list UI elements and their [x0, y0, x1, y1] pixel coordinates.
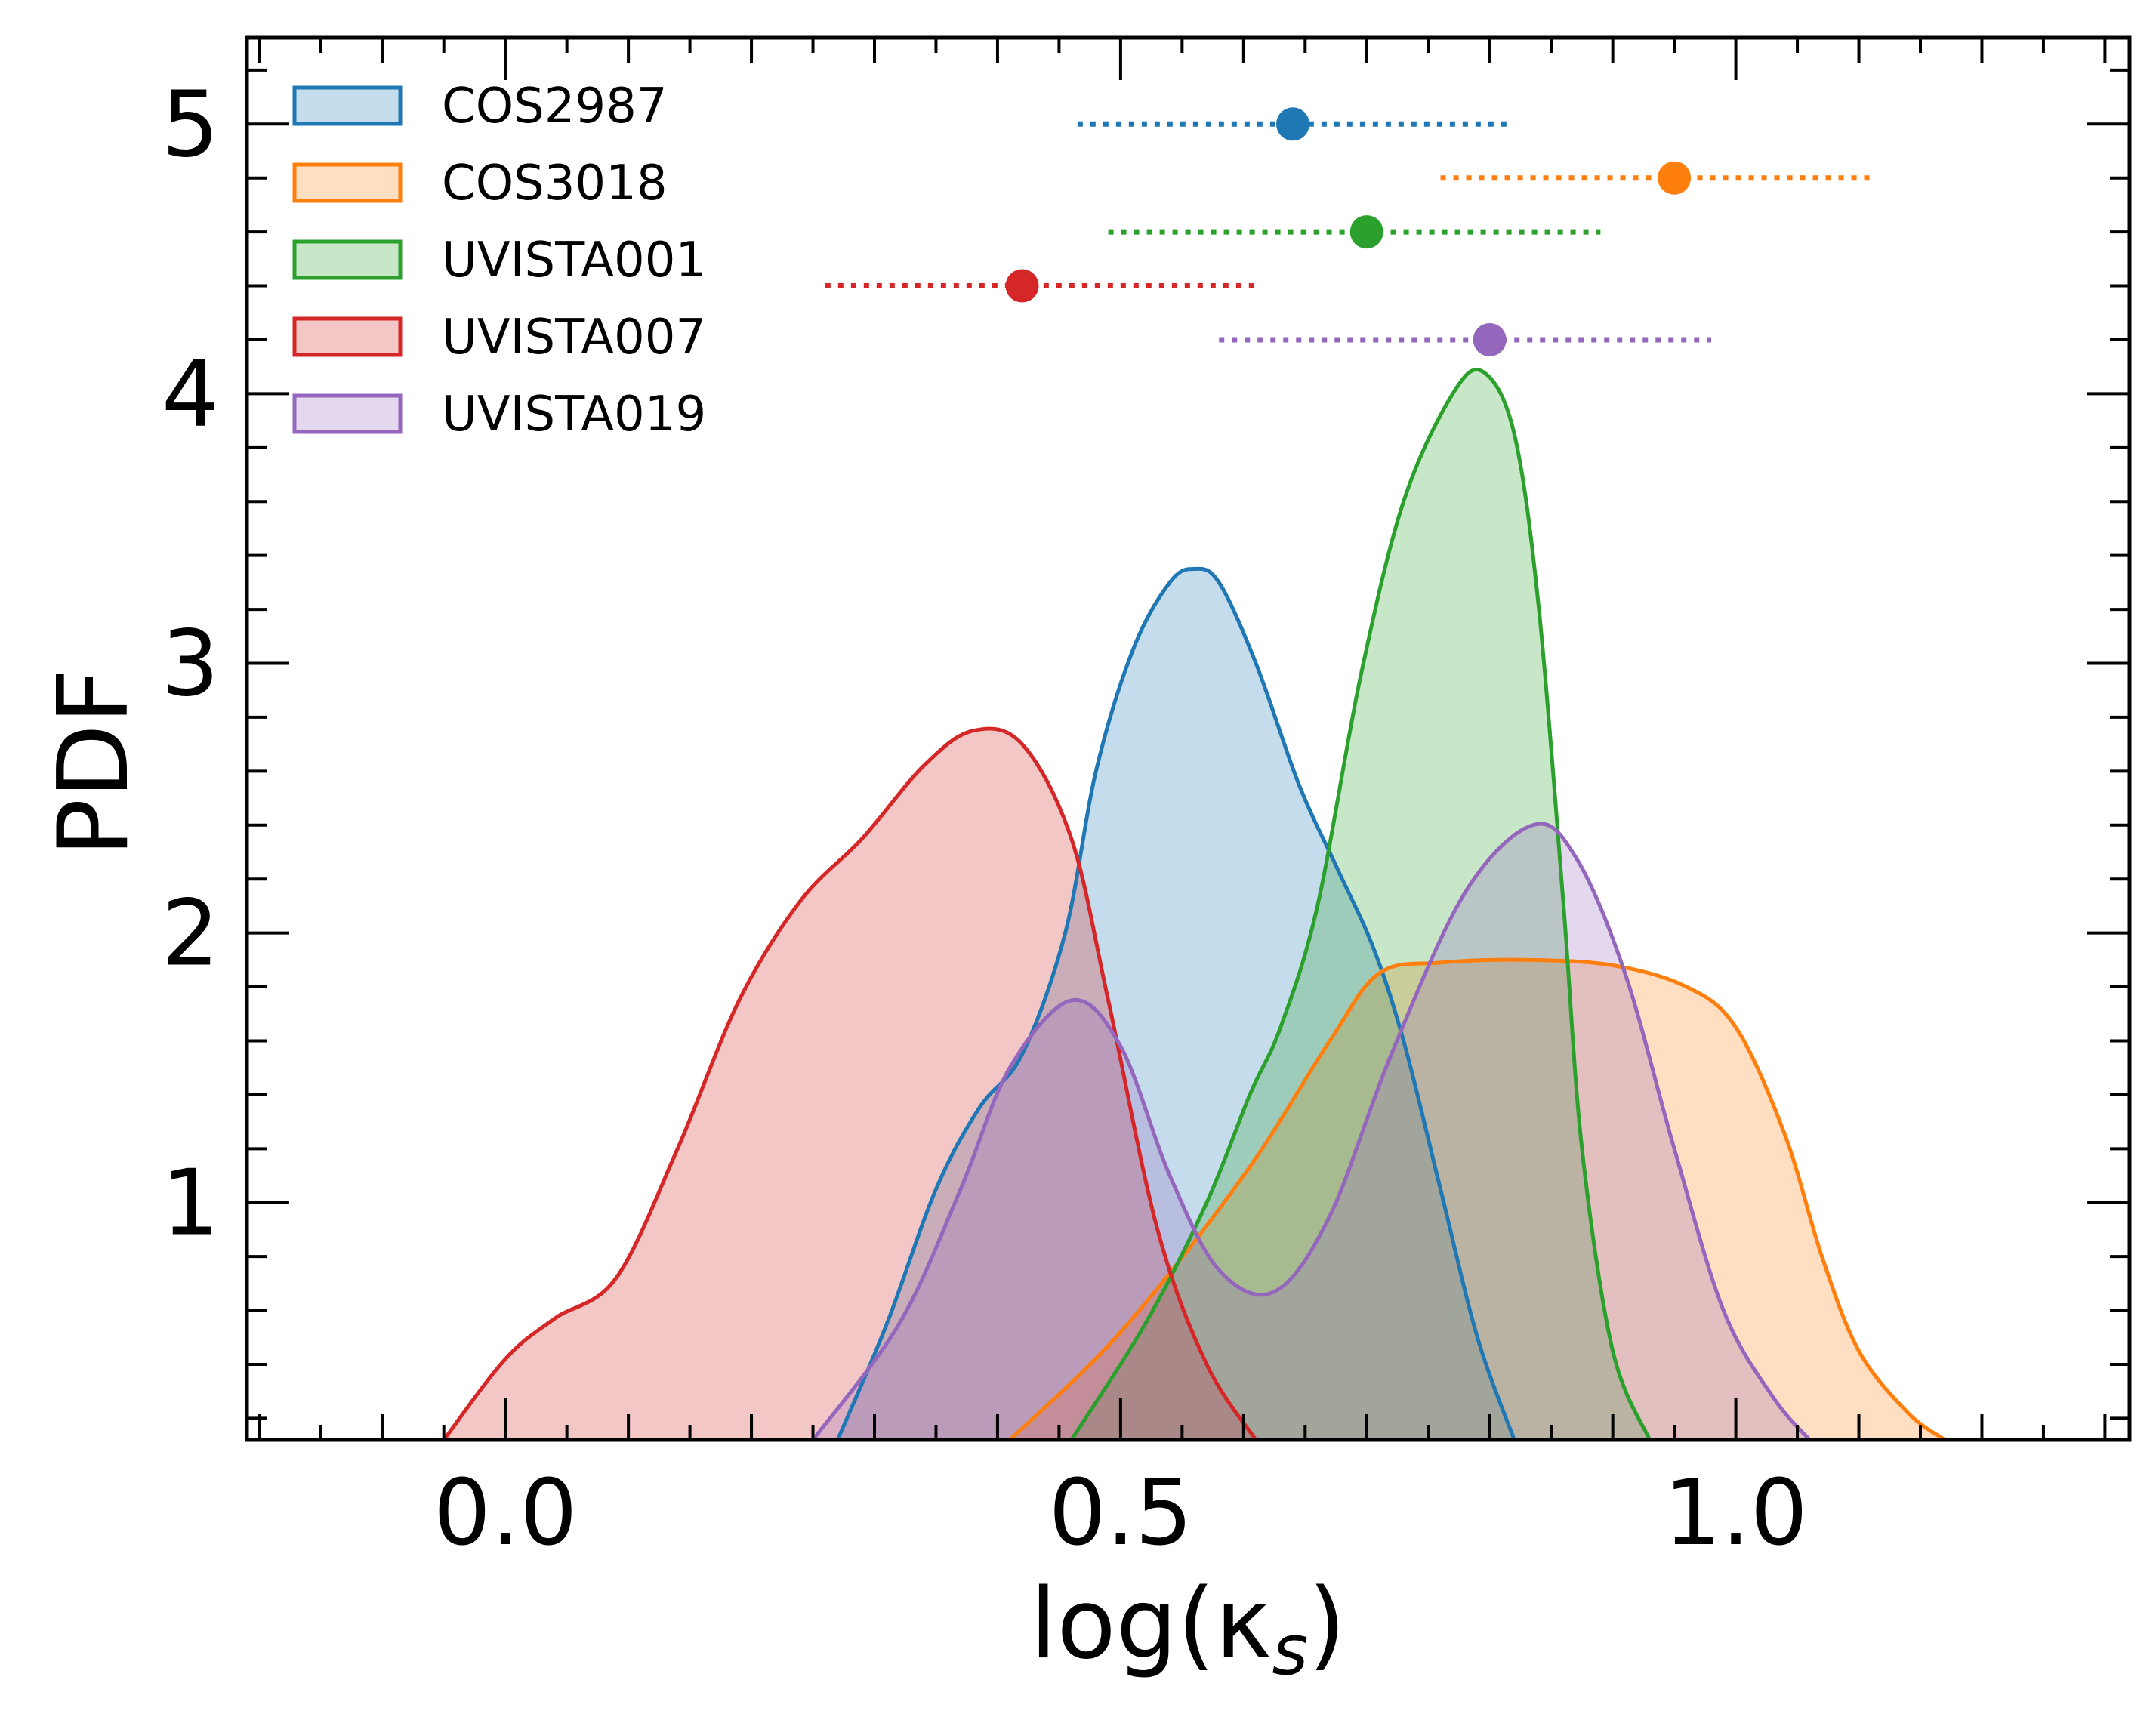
median-point-cos3018	[1658, 161, 1692, 195]
density-line-cos2987	[835, 566, 1516, 1440]
density-area-cos3018	[1010, 960, 1945, 1440]
median-point-uvista019	[1473, 322, 1507, 356]
legend-swatch-cos2987	[292, 85, 403, 126]
median-point-uvista001	[1349, 215, 1383, 249]
y-tick-label: 5	[162, 72, 219, 177]
median-point-cos2987	[1276, 107, 1309, 141]
density-line-uvista001	[1069, 368, 1652, 1440]
x-axis-title: log(κs)	[1030, 1568, 1346, 1691]
x-axis-title-main: log(κ	[1030, 1568, 1272, 1681]
x-tick-label: 0.5	[1048, 1461, 1192, 1566]
y-tick-label: 2	[162, 882, 219, 987]
median-point-uvista007	[1005, 269, 1039, 303]
density-line-cos3018	[1008, 957, 1947, 1440]
legend-label-uvista019: UVISTA019	[442, 387, 706, 442]
x-tick-label: 0.0	[433, 1461, 578, 1566]
x-tick-labels: 0.0 0.5 1.0	[433, 1461, 1808, 1566]
legend: COS2987 COS3018 UVISTA001 UVISTA007 UVISTA01…	[292, 79, 706, 442]
legend-label-uvista001: UVISTA001	[442, 233, 706, 288]
plot-frame	[245, 35, 2132, 1442]
y-tick-labels: 1 2 3 4 5	[162, 72, 219, 1256]
legend-label-uvista007: UVISTA007	[442, 310, 706, 365]
y-tick-label: 1	[162, 1151, 219, 1256]
y-tick-label: 4	[162, 342, 219, 447]
legend-label-cos2987: COS2987	[442, 79, 668, 134]
density-area-uvista007	[443, 728, 1257, 1440]
legend-swatch-uvista019	[292, 393, 403, 434]
ticks-layer	[247, 38, 2130, 1440]
density-line-uvista019	[811, 822, 1812, 1440]
x-axis-title-close: )	[1308, 1568, 1346, 1681]
density-area-uvista019	[813, 824, 1810, 1440]
legend-swatch-uvista007	[292, 316, 403, 357]
density-line-uvista007	[442, 726, 1258, 1440]
y-axis-title: PDF	[38, 668, 150, 856]
legend-label-cos3018: COS3018	[442, 156, 668, 211]
median-points-layer	[825, 107, 1871, 356]
legend-swatch-uvista001	[292, 239, 403, 280]
density-area-cos2987	[837, 569, 1515, 1440]
series-layer	[442, 368, 1947, 1440]
x-tick-label: 1.0	[1664, 1461, 1808, 1566]
y-tick-label: 3	[162, 612, 219, 717]
x-axis-title-subscript: s	[1272, 1610, 1308, 1691]
legend-swatch-cos3018	[292, 162, 403, 203]
density-area-uvista001	[1071, 369, 1650, 1440]
